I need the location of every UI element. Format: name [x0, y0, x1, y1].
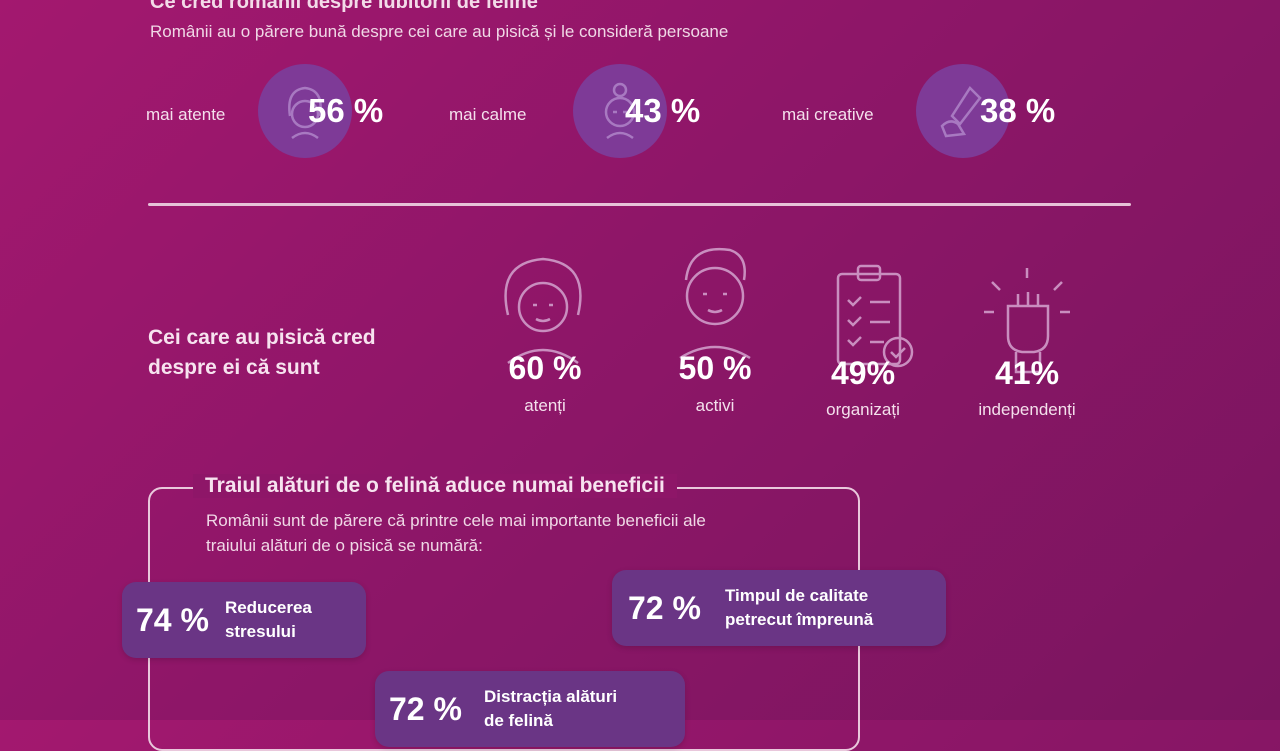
calm-face-icon	[573, 64, 667, 158]
benefit-text-stress-line2: stresului	[224, 622, 296, 641]
trait-percent-attentive: 56 %	[308, 92, 384, 129]
trait-label-attentive: mai atente	[146, 105, 226, 124]
benefit-card-fun: 72 % Distracția alături de felină	[375, 671, 685, 747]
self-label-organized: organizați	[826, 400, 900, 419]
self-percent-active: 50 %	[678, 350, 752, 386]
benefit-percent-fun: 72 %	[389, 690, 462, 727]
benefit-text-fun: Distracția alături de felină	[484, 685, 617, 733]
benefit-percent-quality-time: 72 %	[628, 589, 701, 626]
self-view-heading-line2: despre ei că sunt	[148, 356, 320, 379]
benefit-text-stress-line1: Reducerea	[224, 598, 312, 617]
trait-percent-calm: 43 %	[625, 92, 701, 129]
benefit-text-quality-time-line1: Timpul de calitate	[724, 586, 869, 605]
woman-face-icon	[488, 245, 598, 370]
benefit-text-quality-time: Timpul de calitate petrecut împreună	[725, 584, 873, 632]
self-label-attentive: atenți	[524, 396, 566, 415]
benefits-subtitle-line1: Românii sunt de părere că printre cele m…	[206, 511, 706, 530]
benefits-subtitle-line2: traiului alături de o pisică se numără:	[206, 536, 483, 555]
clipboard-check-icon	[820, 262, 930, 387]
pen-hand-icon	[916, 64, 1010, 158]
self-percent-organized: 49%	[830, 355, 896, 391]
benefit-percent-stress: 74 %	[136, 601, 209, 638]
self-percent-attentive: 60 %	[508, 350, 582, 386]
trait-percent-creative: 38 %	[980, 92, 1056, 129]
self-label-active: activi	[695, 396, 735, 415]
benefit-card-stress: 74 % Reducerea stresului	[122, 582, 366, 658]
trait-label-creative: mai creative	[782, 105, 874, 124]
self-percent-independent: 41%	[994, 355, 1060, 391]
self-view-heading: Cei care au pisică cred despre ei că sun…	[148, 323, 376, 383]
woman-face-icon	[258, 64, 352, 158]
benefit-text-quality-time-line2: petrecut împreună	[724, 610, 874, 629]
page-subtitle: Românii au o părere bună despre cei care…	[150, 22, 729, 41]
page-title: Ce cred românii despre iubitorii de feli…	[150, 0, 538, 13]
benefit-text-stress: Reducerea stresului	[225, 596, 312, 644]
self-label-independent: independenți	[978, 400, 1076, 419]
man-face-icon	[660, 240, 770, 365]
benefit-text-fun-line1: Distracția alături	[483, 687, 618, 706]
benefit-card-quality-time: 72 % Timpul de calitate petrecut împreun…	[612, 570, 946, 646]
benefits-title: Traiul alături de o felină aduce numai b…	[193, 474, 677, 498]
raised-fist-icon	[972, 262, 1082, 387]
benefits-subtitle: Românii sunt de părere că printre cele m…	[206, 508, 846, 558]
self-view-heading-line1: Cei care au pisică cred	[148, 326, 376, 349]
section-divider	[148, 203, 1131, 206]
benefit-text-fun-line2: de felină	[483, 711, 553, 730]
trait-label-calm: mai calme	[449, 105, 527, 124]
